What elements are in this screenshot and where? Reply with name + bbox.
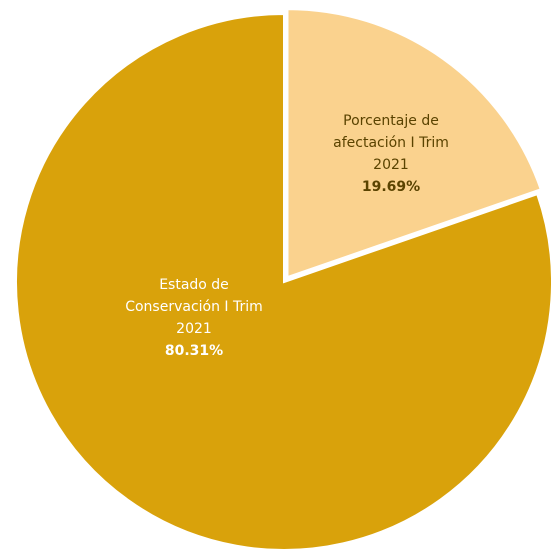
slice-label-1: Estado de Conservación I Trim 2021 80.31% [125, 277, 263, 359]
pie-slice-1 [15, 12, 551, 550]
slice-category-label-line: 2021 [176, 321, 212, 337]
slices-layer [15, 8, 551, 550]
slice-label-0: Porcentaje de afectación I Trim 2021 19.69% [333, 113, 449, 195]
slice-category-label-line: Porcentaje de [343, 113, 439, 129]
pie-slice-0 [286, 8, 542, 279]
slice-percent-label: 19.69% [362, 179, 420, 195]
labels-layer: Porcentaje de afectación I Trim 2021 19.69%… [125, 113, 449, 359]
slice-category-label-line: Conservación I Trim [125, 299, 263, 315]
slice-percent-label: 80.31% [165, 343, 223, 359]
slice-category-label-line: 2021 [373, 157, 409, 173]
slice-category-label-line: Estado de [159, 277, 229, 293]
slice-category-label-line: afectación I Trim [333, 135, 449, 151]
